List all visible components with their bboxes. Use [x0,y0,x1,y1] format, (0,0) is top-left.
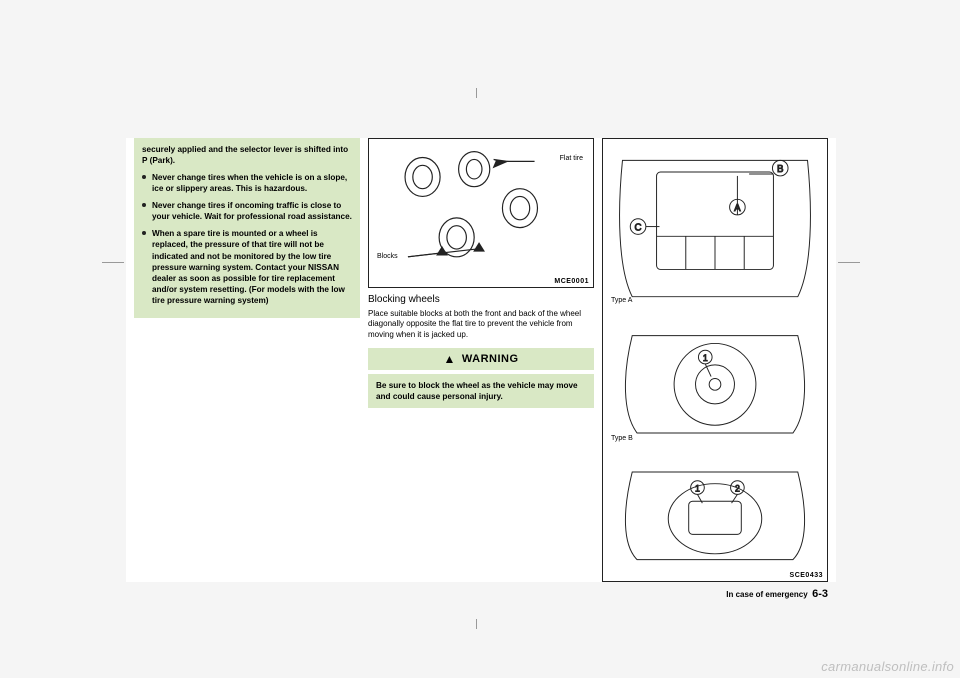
warning-triangle-icon: ▲ [443,352,455,366]
safety-item: When a spare tire is mounted or a wheel … [142,228,352,305]
blocking-text: Place suitable blocks at both the front … [368,309,594,340]
label-type-b: Type B [611,435,633,442]
label-blocks: Blocks [377,253,398,260]
col-middle: Flat tire Blocks MCE0001 Blocking wheels… [368,138,594,582]
svg-text:C: C [635,222,642,233]
figure-blocking: Flat tire Blocks MCE0001 [368,138,594,288]
page-footer: In case of emergency 6-3 [726,588,828,600]
figure-trunk: A B C 1 [602,138,828,582]
safety-intro: securely applied and the selector lever … [142,144,352,166]
crop-left [102,262,124,263]
warning-header: ▲ WARNING [368,348,594,370]
svg-text:1: 1 [695,483,700,493]
manual-page: securely applied and the selector lever … [126,138,836,582]
crop-right [838,262,860,263]
svg-text:B: B [777,164,783,175]
footer-label: In case of emergency [726,590,807,599]
label-type-a: Type A [611,297,632,304]
safety-box: securely applied and the selector lever … [134,138,360,318]
safety-item: Never change tires if oncoming traffic i… [142,200,352,222]
footer-page: 6-3 [812,588,828,600]
top-tick [476,88,477,98]
trunk-diagram: A B C 1 [603,139,827,581]
heading-blocking: Blocking wheels [368,294,594,305]
safety-item: Never change tires when the vehicle is o… [142,172,352,194]
figure-id: MCE0001 [554,278,589,285]
watermark: carmanualsonline.info [821,659,954,674]
col-right: A B C 1 [602,138,828,582]
svg-text:2: 2 [735,483,740,493]
safety-list: Never change tires when the vehicle is o… [142,172,352,306]
svg-text:1: 1 [703,353,708,363]
bottom-tick [476,619,477,629]
label-flat-tire: Flat tire [560,155,583,162]
warning-body: Be sure to block the wheel as the vehicl… [368,374,594,408]
page-columns: securely applied and the selector lever … [134,138,828,582]
warning-title: WARNING [462,353,519,365]
col-left: securely applied and the selector lever … [134,138,360,582]
figure-id: SCE0433 [790,572,823,579]
